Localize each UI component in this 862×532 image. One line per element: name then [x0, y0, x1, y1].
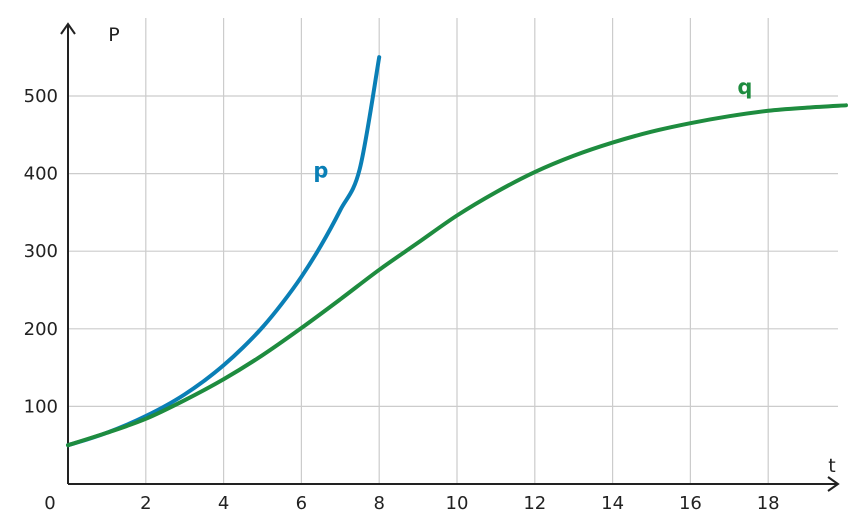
y-tick-label: 400: [24, 164, 58, 185]
y-tick-label: 500: [24, 86, 58, 107]
x-tick-label: 14: [601, 493, 624, 514]
origin-label: 0: [44, 493, 55, 514]
series-label-q: q: [737, 75, 752, 99]
x-tick-label: 10: [446, 493, 469, 514]
grid: [68, 18, 838, 484]
x-tick-label: 18: [757, 493, 780, 514]
x-tick-label: 4: [218, 493, 229, 514]
x-axis-arrow-icon: [827, 476, 840, 492]
x-tick-label: 16: [679, 493, 702, 514]
x-tick-label: 8: [373, 493, 384, 514]
series-label-p: p: [313, 159, 328, 183]
tick-labels: 2 4 6 8 10 12 14 16 18 100 200 300 400 500: [24, 86, 780, 514]
axes: [60, 22, 840, 492]
series-line-q: [66, 103, 848, 448]
y-tick-label: 200: [24, 319, 58, 340]
y-axis-title: P: [108, 24, 119, 46]
x-tick-label: 2: [140, 493, 151, 514]
x-tick-label: 12: [523, 493, 546, 514]
x-axis-title: t: [828, 455, 835, 477]
y-tick-label: 300: [24, 241, 58, 262]
y-tick-label: 100: [24, 396, 58, 417]
x-tick-label: 6: [296, 493, 307, 514]
series: [66, 55, 848, 448]
y-axis-arrow-icon: [60, 22, 76, 35]
